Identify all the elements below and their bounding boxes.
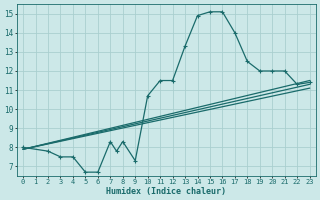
X-axis label: Humidex (Indice chaleur): Humidex (Indice chaleur) xyxy=(106,187,226,196)
